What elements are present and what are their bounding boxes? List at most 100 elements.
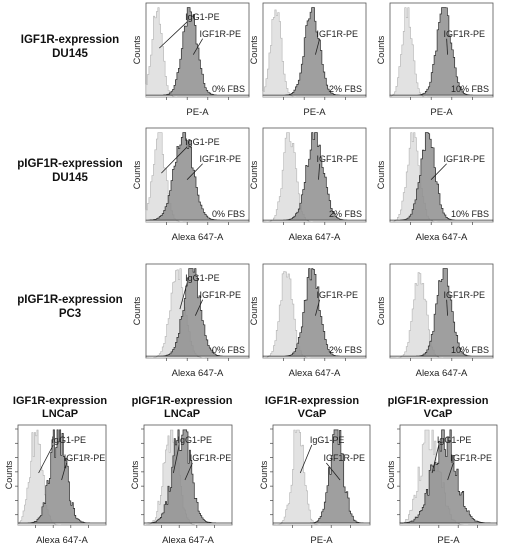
target-label: IGF1R-PE (444, 29, 486, 39)
x-axis-label: PE-A (186, 107, 209, 118)
isotype-pointer-line (161, 146, 188, 174)
y-axis-label: Counts (132, 35, 142, 64)
target-pointer-line (186, 163, 203, 180)
target-histogram (145, 132, 250, 221)
target-histogram (145, 7, 250, 96)
panel-title-line2: VCaP (297, 408, 327, 420)
histogram-panel: IGF1R-PE IgG1-PE Counts (386, 424, 498, 528)
target-label: IGF1R-PE (64, 453, 106, 463)
x-axis-label: PE-A (430, 107, 453, 118)
histogram-panel: IGF1R-PE 10% FBS Counts (376, 2, 494, 100)
histogram-panel: IGF1R-PE IgG1-PE 0% FBS Counts (132, 127, 250, 225)
panel-title-line1: pIGF1R-expression (131, 395, 233, 407)
histogram-plot: IGF1R-PE 2% FBS Counts (249, 2, 367, 100)
target-pointer-line (318, 163, 321, 180)
isotype-pointer-line (38, 444, 54, 474)
target-pointer-line (194, 299, 204, 316)
y-axis-label: Counts (249, 160, 259, 189)
histogram-plot: IGF1R-PE 10% FBS Counts (376, 263, 494, 361)
histogram-plot: IGF1R-PE 10% FBS Counts (376, 2, 494, 100)
target-pointer-line (326, 462, 341, 481)
target-histogram (389, 132, 494, 221)
row-label-igf1r-du145: IGF1R-expression DU145 (6, 33, 134, 61)
y-axis-label: Counts (376, 296, 386, 325)
target-histogram (145, 268, 250, 357)
y-axis-label: Counts (259, 460, 269, 489)
isotype-histogram (145, 7, 249, 98)
fbs-label: 10% FBS (451, 84, 489, 94)
panel-title-line1: IGF1R-expression (12, 395, 108, 407)
histogram-panel: IGF1R-PE IgG1-PE 0% FBS Counts (132, 2, 250, 100)
row-label-line2: DU145 (52, 172, 88, 184)
histogram-panel: IGF1R-PE IgG1-PE Counts (130, 424, 233, 528)
histogram-plot: IGF1R-PE IgG1-PE Counts (259, 424, 371, 528)
isotype-histogram (145, 132, 249, 223)
panel-title-igf1r-vcap: IGF1R-expression VCaP (252, 395, 372, 421)
target-histogram (262, 268, 367, 357)
row-label-line1: IGF1R-expression (20, 34, 120, 46)
target-histogram (262, 132, 367, 221)
y-axis-label: Counts (4, 460, 14, 489)
y-axis-label: Counts (130, 460, 140, 489)
x-axis-label: PE-A (437, 535, 460, 546)
target-pointer-line (184, 462, 193, 481)
target-histogram (389, 268, 494, 357)
row-label-line2: DU145 (52, 48, 88, 60)
y-axis-label: Counts (249, 35, 259, 64)
isotype-histogram (273, 429, 370, 526)
row-label-pigf1r-pc3: pIGF1R-expression PC3 (4, 293, 136, 321)
target-label: IGF1R-PE (444, 154, 486, 164)
target-pointer-line (315, 38, 321, 55)
panel-title-line2: LNCaP (163, 408, 201, 420)
isotype-label: IgG1-PE (185, 137, 220, 147)
histogram-panel: IGF1R-PE 2% FBS Counts (249, 2, 367, 100)
panel-title-pigf1r-vcap: pIGF1R-expression VCaP (378, 395, 498, 421)
y-axis-label: Counts (249, 296, 259, 325)
row-label-line1: pIGF1R-expression (17, 294, 123, 306)
histogram-plot: IGF1R-PE IgG1-PE Counts (130, 424, 233, 528)
histogram-plot: IGF1R-PE IgG1-PE 0% FBS Counts (132, 2, 250, 100)
x-axis-label: Alexa 647-A (171, 232, 224, 243)
fbs-label: 0% FBS (212, 209, 245, 219)
panel-title-line1: IGF1R-expression (264, 395, 360, 407)
isotype-pointer-line (179, 282, 188, 310)
target-pointer-line (446, 38, 448, 55)
fbs-label: 0% FBS (212, 345, 245, 355)
target-label: IGF1R-PE (444, 290, 486, 300)
fbs-label: 10% FBS (451, 209, 489, 219)
x-axis-label: Alexa 647-A (415, 368, 468, 379)
target-label: IGF1R-PE (317, 154, 359, 164)
histogram-panel: IGF1R-PE 10% FBS Counts (376, 263, 494, 361)
y-axis-label: Counts (132, 160, 142, 189)
x-axis-label: Alexa 647-A (288, 368, 341, 379)
row-label-pigf1r-du145: pIGF1R-expression DU145 (4, 157, 136, 185)
target-pointer-line (315, 299, 321, 316)
target-label: IGF1R-PE (200, 154, 242, 164)
histogram-plot: IGF1R-PE 2% FBS Counts (249, 263, 367, 361)
target-pointer-line (446, 299, 448, 316)
isotype-label: IgG1-PE (437, 435, 472, 445)
y-axis-label: Counts (376, 35, 386, 64)
x-axis-label: PE-A (310, 535, 333, 546)
histogram-plot: IGF1R-PE IgG1-PE Counts (386, 424, 498, 528)
target-pointer-line (61, 462, 67, 481)
y-axis-label: Counts (376, 160, 386, 189)
histogram-panel: IGF1R-PE IgG1-PE Counts (4, 424, 107, 528)
panel-title-igf1r-lncap: IGF1R-expression LNCaP (0, 395, 120, 421)
target-histogram (389, 7, 494, 96)
target-label: IGF1R-PE (190, 453, 232, 463)
x-axis-label: Alexa 647-A (36, 535, 88, 546)
target-pointer-line (192, 38, 203, 55)
isotype-label: IgG1-PE (51, 435, 86, 445)
target-label: IGF1R-PE (317, 290, 359, 300)
target-label: IGF1R-PE (323, 453, 365, 463)
histogram-panel: IGF1R-PE 10% FBS Counts (376, 127, 494, 225)
histogram-plot: IGF1R-PE IgG1-PE 0% FBS Counts (132, 263, 250, 361)
fbs-label: 0% FBS (212, 84, 245, 94)
target-pointer-line (430, 163, 447, 180)
panel-title-line1: pIGF1R-expression (387, 395, 489, 407)
row-label-line1: pIGF1R-expression (17, 158, 123, 170)
histogram-plot: IGF1R-PE 10% FBS Counts (376, 127, 494, 225)
isotype-label: IgG1-PE (177, 435, 212, 445)
fbs-label: 2% FBS (329, 345, 362, 355)
